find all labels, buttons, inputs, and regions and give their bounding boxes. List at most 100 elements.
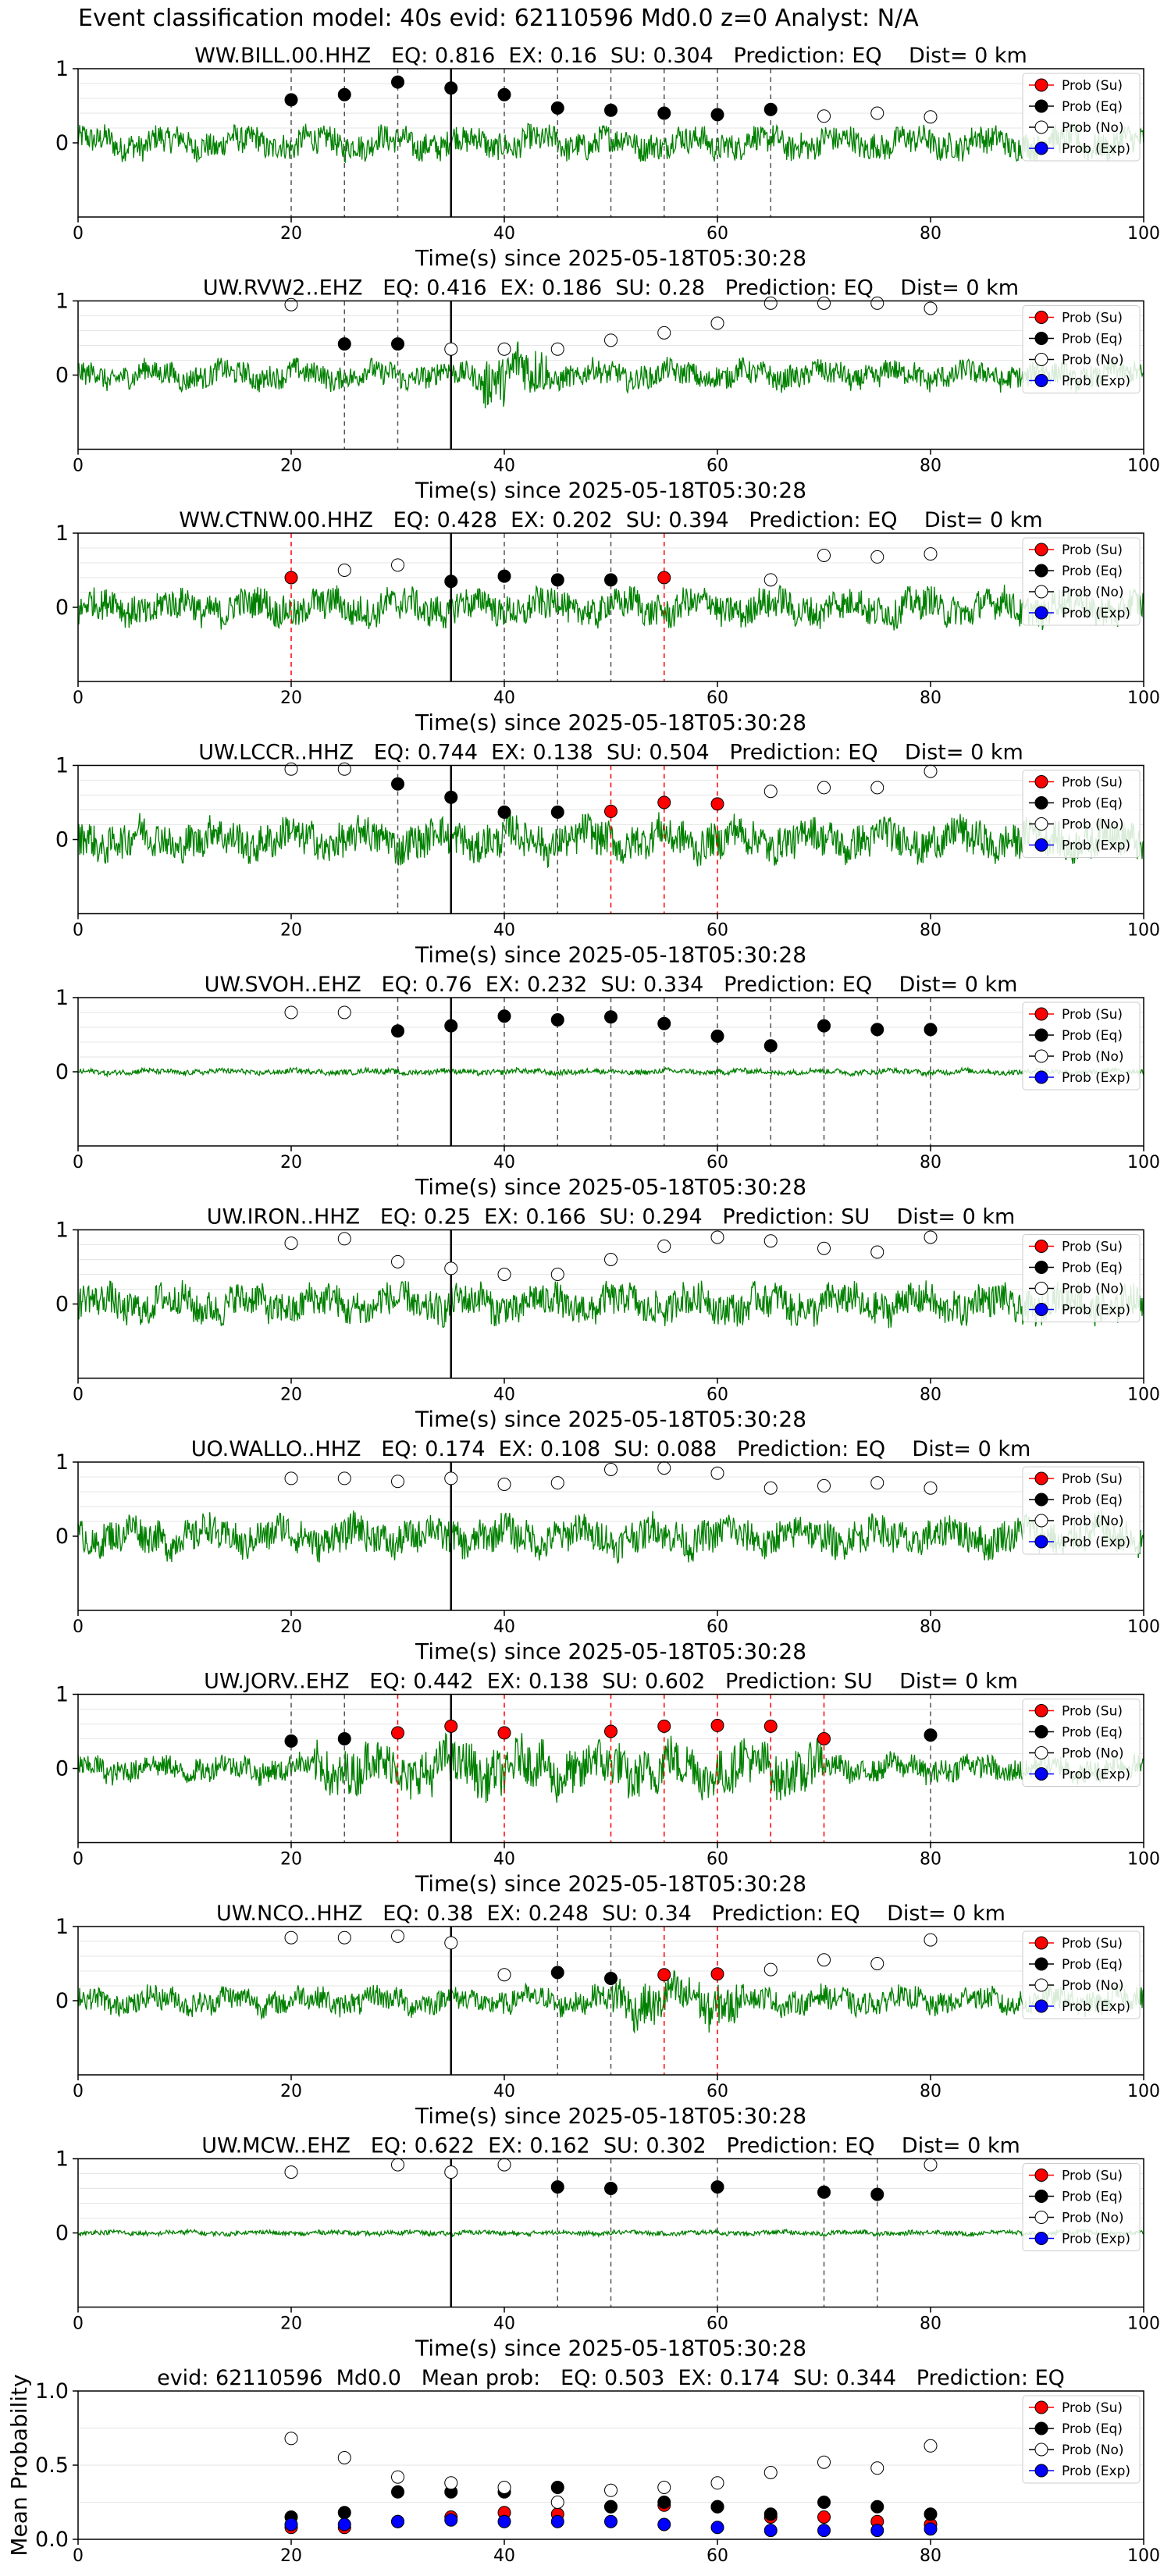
y-tick-label: 1 bbox=[55, 2147, 69, 2172]
prob-point-no bbox=[337, 1930, 351, 1944]
legend-marker-no bbox=[1034, 1282, 1048, 1295]
prob-point-eq bbox=[337, 87, 351, 101]
mean-prob-point-eq bbox=[870, 2500, 884, 2514]
prob-point-no bbox=[817, 1241, 831, 1255]
y-tick-label: 0.5 bbox=[35, 2453, 69, 2478]
legend-marker-su bbox=[1034, 1240, 1048, 1253]
legend-label-no: Prob (No) bbox=[1062, 1282, 1124, 1297]
legend-marker-exp bbox=[1034, 606, 1048, 620]
x-tick-label: 40 bbox=[493, 457, 515, 476]
prob-point-eq bbox=[604, 103, 618, 117]
legend-marker-no bbox=[1034, 1978, 1048, 1992]
prob-point-no bbox=[924, 547, 938, 561]
x-tick-label: 80 bbox=[920, 1850, 941, 1870]
x-tick-label: 60 bbox=[707, 1386, 728, 1405]
prob-point-no bbox=[497, 342, 511, 356]
y-tick-label: 0 bbox=[55, 828, 69, 852]
legend-label-no: Prob (No) bbox=[1062, 1978, 1124, 1994]
prob-point-no bbox=[657, 1461, 671, 1475]
x-tick-label: 60 bbox=[707, 2546, 728, 2566]
prob-point-no bbox=[817, 296, 831, 310]
legend-marker-no bbox=[1034, 1746, 1048, 1759]
prob-point-su bbox=[497, 1726, 511, 1740]
legend-box bbox=[1022, 770, 1141, 858]
legend-marker-exp bbox=[1034, 838, 1048, 852]
x-axis-label: Time(s) since 2025-05-18T05:30:28 bbox=[415, 942, 806, 968]
legend-label-exp: Prob (Exp) bbox=[1062, 606, 1130, 621]
legend-label-no: Prob (No) bbox=[1062, 1514, 1124, 1529]
x-tick-label: 40 bbox=[493, 688, 515, 708]
panel-11: 0.0 0.5 1.0 0 20 40 60 80 100 evid: 62110596 Md0.… bbox=[6, 2366, 1160, 2566]
waveform-trace bbox=[77, 341, 1144, 409]
x-axis-label: Time(s) since 2025-05-18T05:30:28 bbox=[415, 1871, 806, 1897]
waveform-trace bbox=[77, 1279, 1144, 1329]
legend-label-exp: Prob (Exp) bbox=[1062, 1535, 1130, 1550]
prob-point-eq bbox=[763, 1039, 778, 1053]
x-tick-label: 80 bbox=[920, 2314, 941, 2334]
x-axis-label: Time(s) since 2025-05-18T05:30:28 bbox=[415, 2336, 806, 2361]
waveform-trace bbox=[77, 585, 1144, 631]
prob-point-eq bbox=[550, 101, 564, 115]
prob-point-no bbox=[924, 301, 938, 315]
x-tick-label: 60 bbox=[707, 224, 728, 244]
prob-point-su bbox=[604, 1724, 618, 1738]
x-tick-label: 100 bbox=[1127, 1617, 1160, 1637]
prob-point-no bbox=[657, 1239, 671, 1253]
prob-point-no bbox=[497, 1478, 511, 1491]
legend-label-su: Prob (Su) bbox=[1062, 775, 1123, 791]
legend-label-eq: Prob (Eq) bbox=[1062, 1725, 1123, 1741]
legend-label-su: Prob (Su) bbox=[1062, 2400, 1123, 2416]
waveform-trace bbox=[77, 1510, 1144, 1564]
x-tick-label: 0 bbox=[73, 1386, 84, 1405]
legend-label-su: Prob (Su) bbox=[1062, 1704, 1123, 1720]
x-axis-label: Time(s) since 2025-05-18T05:30:28 bbox=[415, 710, 806, 735]
legend-label-eq: Prob (Eq) bbox=[1062, 1957, 1123, 1973]
prob-point-no bbox=[870, 1476, 884, 1490]
prob-point-no bbox=[924, 764, 938, 778]
x-tick-label: 0 bbox=[73, 224, 84, 244]
legend-label-su: Prob (Su) bbox=[1062, 2169, 1123, 2184]
prob-point-eq bbox=[710, 1029, 724, 1043]
prob-point-no bbox=[924, 110, 938, 124]
prob-point-su bbox=[444, 1719, 458, 1733]
prob-point-no bbox=[924, 1481, 938, 1495]
legend-marker-eq bbox=[1034, 1493, 1048, 1507]
mean-prob-point-eq bbox=[924, 2507, 938, 2521]
mean-prob-point-eq bbox=[550, 2481, 564, 2494]
panel-title: UW.IRON..HHZ EQ: 0.25 EX: 0.166 SU: 0.29… bbox=[207, 1205, 1016, 1229]
x-tick-label: 100 bbox=[1127, 1153, 1160, 1172]
prob-point-no bbox=[763, 296, 778, 310]
x-tick-label: 60 bbox=[707, 688, 728, 708]
prob-point-no bbox=[337, 1471, 351, 1485]
x-axis-label: Time(s) since 2025-05-18T05:30:28 bbox=[415, 1638, 806, 1664]
y-tick-label: 1 bbox=[55, 986, 69, 1010]
legend-label-exp: Prob (Exp) bbox=[1062, 2464, 1130, 2479]
x-tick-label: 20 bbox=[280, 1386, 302, 1405]
prob-point-no bbox=[710, 1230, 724, 1244]
prob-point-su bbox=[657, 571, 671, 585]
legend-label-no: Prob (No) bbox=[1062, 120, 1124, 136]
prob-point-no bbox=[550, 1268, 564, 1281]
y-tick-label: 0.0 bbox=[35, 2528, 69, 2552]
panel-title: UW.JORV..EHZ EQ: 0.442 EX: 0.138 SU: 0.6… bbox=[204, 1670, 1018, 1694]
prob-point-no bbox=[497, 1968, 511, 1982]
x-tick-label: 60 bbox=[707, 2082, 728, 2101]
legend-label-no: Prob (No) bbox=[1062, 353, 1124, 368]
mean-prob-point-no bbox=[497, 2481, 511, 2494]
panel-title: WW.BILL.00.HHZ EQ: 0.816 EX: 0.16 SU: 0.… bbox=[194, 44, 1027, 68]
legend-label-exp: Prob (Exp) bbox=[1062, 2232, 1130, 2247]
mean-prob-point-eq bbox=[657, 2496, 671, 2509]
y-tick-label: 1 bbox=[55, 57, 69, 81]
prob-point-no bbox=[550, 1476, 564, 1490]
legend-label-su: Prob (Su) bbox=[1062, 311, 1123, 326]
prob-point-no bbox=[391, 1254, 404, 1268]
legend-marker-exp bbox=[1034, 1070, 1048, 1084]
legend-marker-eq bbox=[1034, 99, 1048, 113]
x-axis-label: Time(s) since 2025-05-18T05:30:28 bbox=[415, 2103, 806, 2129]
prob-point-no bbox=[657, 326, 671, 340]
prob-point-no bbox=[710, 1466, 724, 1480]
panel-title: WW.CTNW.00.HHZ EQ: 0.428 EX: 0.202 SU: 0… bbox=[179, 508, 1042, 532]
legend-label-su: Prob (Su) bbox=[1062, 543, 1123, 558]
